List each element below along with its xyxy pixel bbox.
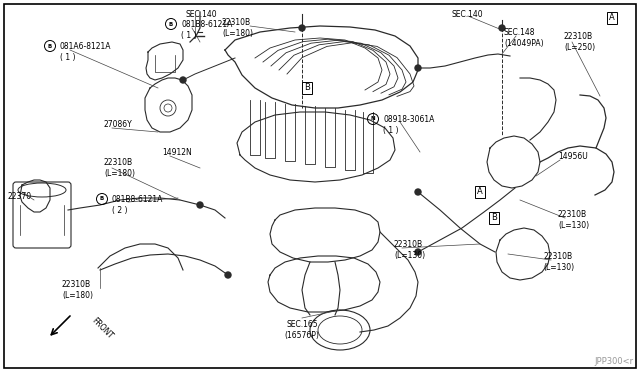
Text: 22310B
(L=130): 22310B (L=130) — [558, 210, 589, 230]
Text: SEC.165
(16576P): SEC.165 (16576P) — [285, 320, 319, 340]
Text: N: N — [371, 116, 375, 122]
Text: 27086Y: 27086Y — [104, 120, 132, 129]
Text: B: B — [169, 22, 173, 26]
Text: 22370: 22370 — [8, 192, 32, 201]
Circle shape — [499, 25, 505, 31]
Text: SEC.148
(14049PA): SEC.148 (14049PA) — [504, 28, 543, 48]
Text: 081B8-6121A
( 2 ): 081B8-6121A ( 2 ) — [112, 195, 163, 215]
Text: SEC.140: SEC.140 — [185, 10, 216, 19]
Circle shape — [415, 65, 421, 71]
Text: 14912N: 14912N — [162, 148, 192, 157]
Text: 08918-3061A
( 1 ): 08918-3061A ( 1 ) — [383, 115, 435, 135]
Text: 22310B
(L=180): 22310B (L=180) — [62, 280, 93, 300]
Text: A: A — [477, 187, 483, 196]
Text: JPP300<r: JPP300<r — [595, 357, 634, 366]
Text: 081A6-8121A
( 1 ): 081A6-8121A ( 1 ) — [60, 42, 111, 62]
Text: B: B — [48, 44, 52, 48]
Text: B: B — [491, 214, 497, 222]
Circle shape — [197, 202, 203, 208]
Text: 22310B
(L=180): 22310B (L=180) — [222, 18, 253, 38]
Text: FRONT: FRONT — [90, 316, 115, 341]
Text: 22310B
(L=130): 22310B (L=130) — [394, 240, 425, 260]
Circle shape — [299, 25, 305, 31]
Text: A: A — [609, 13, 615, 22]
Text: 22310B
(L=130): 22310B (L=130) — [543, 252, 574, 272]
Circle shape — [415, 249, 421, 255]
Text: B: B — [304, 83, 310, 93]
Circle shape — [225, 272, 231, 278]
Text: 14956U: 14956U — [558, 152, 588, 161]
Circle shape — [180, 77, 186, 83]
Circle shape — [415, 189, 421, 195]
Text: 22310B
(L=250): 22310B (L=250) — [564, 32, 595, 52]
Text: 081B8-6121A
( 1 ): 081B8-6121A ( 1 ) — [181, 20, 232, 40]
Text: 22310B
(L=180): 22310B (L=180) — [104, 158, 135, 178]
Text: B: B — [100, 196, 104, 202]
Text: SEC.140: SEC.140 — [452, 10, 484, 19]
